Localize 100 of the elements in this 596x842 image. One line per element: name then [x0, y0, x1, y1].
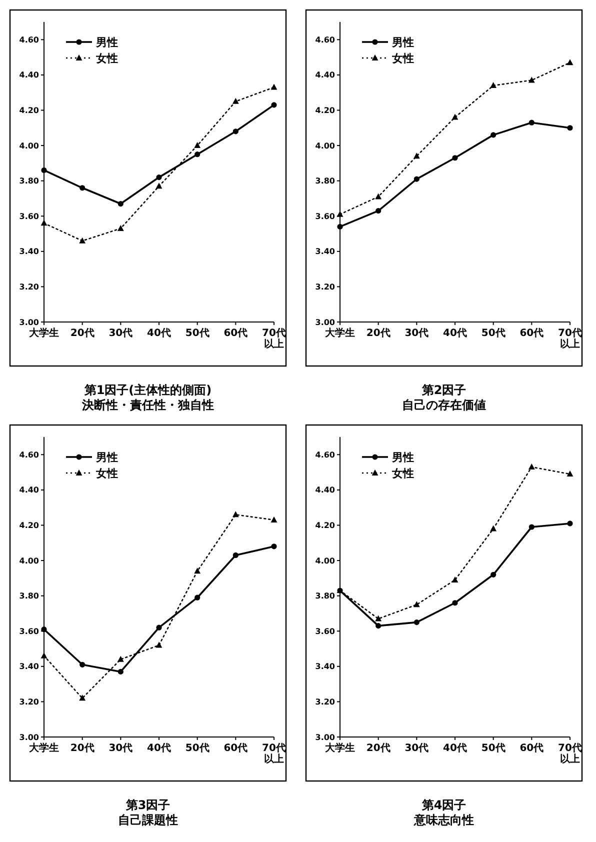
- point: [528, 524, 534, 530]
- point: [80, 662, 86, 668]
- y-tick-label: 3.80: [19, 592, 40, 601]
- y-tick-label: 4.60: [19, 450, 40, 460]
- y-tick-label: 4.40: [315, 70, 336, 80]
- y-tick-label: 3.20: [19, 282, 40, 292]
- point: [270, 516, 278, 522]
- text: 第1因子(主体性的側面): [83, 383, 212, 397]
- point: [566, 59, 574, 66]
- x-tick-label: 50代: [481, 327, 506, 339]
- y-tick-label: 3.00: [19, 318, 40, 327]
- text: 自己の存在価値: [402, 398, 486, 412]
- x-tick-label: 70代以上: [558, 327, 582, 350]
- point: [376, 208, 382, 214]
- x-tick-label: 50代: [185, 742, 210, 754]
- x-tick-label: 20代: [366, 327, 390, 339]
- x-tick-label: 50代: [185, 327, 210, 339]
- y-tick-label: 3.20: [315, 282, 336, 292]
- legend-label: 女性: [391, 466, 414, 480]
- point: [117, 656, 124, 662]
- point: [413, 601, 420, 608]
- y-tick-label: 3.60: [19, 626, 40, 636]
- x-tick-label: 20代: [366, 742, 390, 754]
- text: 第3因子: [124, 798, 170, 812]
- x-tick-label: 40代: [443, 742, 467, 754]
- x-tick-label: 30代: [404, 742, 429, 754]
- point: [336, 210, 344, 217]
- x-tick-label: 大学生: [324, 327, 355, 339]
- x-tick-label: 30代: [108, 327, 133, 339]
- point: [452, 600, 458, 606]
- point: [232, 128, 238, 134]
- point: [528, 464, 535, 470]
- point: [567, 125, 573, 131]
- point: [271, 544, 277, 550]
- x-tick-label: 70代以上: [558, 742, 582, 765]
- x-tick-label: 大学生: [28, 327, 59, 339]
- x-tick-label: 20代: [70, 742, 94, 754]
- y-tick-label: 3.20: [315, 698, 336, 707]
- point: [194, 594, 200, 600]
- y-tick-label: 3.40: [19, 662, 40, 672]
- point: [490, 525, 497, 532]
- y-tick-label: 4.00: [19, 141, 40, 150]
- legend-label: 男性: [391, 450, 414, 464]
- text: 自己課題性: [118, 813, 178, 827]
- x-tick-label: 30代: [404, 327, 429, 339]
- x-tick-label: 40代: [147, 327, 171, 339]
- text: 第2因子: [420, 383, 466, 397]
- x-tick-label: 70代以上: [262, 742, 286, 765]
- point: [194, 152, 200, 158]
- text: 第4因子: [420, 798, 466, 812]
- y-tick-label: 3.20: [19, 698, 40, 707]
- y-tick-label: 4.60: [315, 450, 336, 460]
- point: [156, 624, 162, 630]
- y-tick-label: 3.00: [315, 732, 336, 742]
- point: [156, 642, 162, 648]
- point: [79, 694, 86, 701]
- x-tick-label: 40代: [443, 327, 467, 339]
- y-tick-label: 3.80: [315, 592, 336, 601]
- point: [270, 84, 278, 90]
- point: [414, 619, 420, 626]
- y-tick-label: 4.20: [315, 521, 336, 530]
- point: [80, 185, 86, 191]
- x-tick-label: 60代: [520, 742, 544, 754]
- y-tick-label: 4.00: [315, 556, 336, 566]
- y-tick-label: 3.40: [315, 662, 336, 672]
- x-tick-label: 大学生: [324, 742, 355, 754]
- y-tick-label: 4.00: [315, 141, 336, 150]
- point: [40, 220, 48, 226]
- point: [528, 76, 535, 83]
- point: [118, 668, 124, 675]
- legend-label: 女性: [391, 52, 414, 65]
- point: [413, 152, 420, 159]
- x-tick-label: 60代: [224, 742, 248, 754]
- y-tick-label: 3.60: [315, 212, 336, 221]
- point: [490, 82, 497, 88]
- legend-label: 男性: [95, 36, 118, 49]
- point: [337, 224, 343, 230]
- y-tick-label: 3.60: [315, 626, 336, 636]
- x-tick-label: 60代: [224, 327, 248, 339]
- y-tick-label: 4.40: [315, 486, 336, 495]
- point: [194, 142, 201, 148]
- point: [490, 132, 496, 138]
- y-tick-label: 4.40: [19, 70, 40, 80]
- point: [232, 552, 238, 558]
- point: [375, 615, 382, 622]
- point: [452, 114, 458, 120]
- x-tick-label: 40代: [147, 742, 171, 754]
- legend-label: 女性: [95, 466, 118, 480]
- legend-label: 男性: [391, 36, 414, 49]
- point: [490, 572, 496, 578]
- point: [40, 652, 48, 658]
- point: [414, 176, 420, 182]
- point: [375, 193, 382, 200]
- legend-label: 女性: [95, 52, 118, 65]
- x-tick-label: 20代: [70, 327, 94, 339]
- point: [117, 224, 124, 231]
- legend-label: 男性: [95, 450, 118, 464]
- x-tick-label: 30代: [108, 742, 133, 754]
- point: [41, 167, 47, 174]
- text: 意味志向性: [413, 813, 474, 827]
